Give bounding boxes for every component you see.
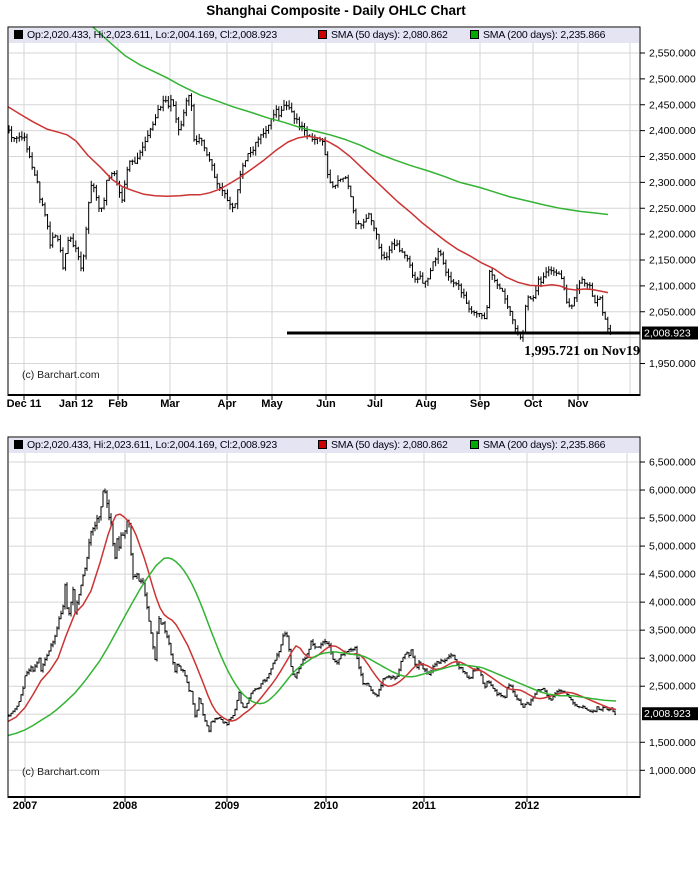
- svg-text:May: May: [261, 398, 283, 410]
- svg-text:3,000.000: 3,000.000: [649, 653, 696, 665]
- ohlc-legend-label: Op:2,020.433, Hi:2,023.611, Lo:2,004.169…: [27, 439, 277, 451]
- svg-text:2,008.923: 2,008.923: [644, 328, 691, 340]
- svg-text:6,500.000: 6,500.000: [649, 457, 696, 469]
- sma200-swatch-icon: [470, 30, 479, 39]
- svg-text:Oct: Oct: [524, 398, 543, 410]
- svg-text:2,500.000: 2,500.000: [649, 681, 696, 693]
- ohlc-legend-label: Op:2,020.433, Hi:2,023.611, Lo:2,004.169…: [27, 29, 277, 41]
- sma200-swatch-icon: [470, 440, 479, 449]
- low-annotation: 1,995.721 on Nov19: [524, 344, 640, 359]
- legend-item-ohlc: Op:2,020.433, Hi:2,023.611, Lo:2,004.169…: [14, 28, 277, 43]
- svg-text:5,500.000: 5,500.000: [649, 513, 696, 525]
- svg-text:2,550.000: 2,550.000: [649, 48, 696, 60]
- svg-text:2,400.000: 2,400.000: [649, 125, 696, 137]
- svg-text:1,500.000: 1,500.000: [649, 737, 696, 749]
- svg-text:Mar: Mar: [160, 398, 180, 410]
- svg-text:2,300.000: 2,300.000: [649, 177, 696, 189]
- svg-text:2011: 2011: [412, 800, 436, 812]
- sma50-swatch-icon: [318, 440, 327, 449]
- svg-text:2008: 2008: [113, 800, 137, 812]
- svg-text:2,100.000: 2,100.000: [649, 280, 696, 292]
- svg-text:1,950.000: 1,950.000: [649, 358, 696, 370]
- svg-text:2012: 2012: [515, 800, 539, 812]
- svg-text:Jul: Jul: [367, 398, 383, 410]
- svg-text:Feb: Feb: [108, 398, 128, 410]
- svg-text:2,250.000: 2,250.000: [649, 203, 696, 215]
- sma50-swatch-icon: [318, 30, 327, 39]
- ohlc-swatch-icon: [14, 440, 23, 449]
- copyright-top: (c) Barchart.com: [22, 369, 100, 381]
- legend-item-sma50: SMA (50 days): 2,080.862: [318, 28, 448, 43]
- legend-item-sma200: SMA (200 days): 2,235.866: [470, 28, 605, 43]
- svg-text:2,150.000: 2,150.000: [649, 255, 696, 267]
- sma50-legend-label: SMA (50 days): 2,080.862: [331, 439, 448, 451]
- sma200-legend-label: SMA (200 days): 2,235.866: [483, 29, 606, 41]
- svg-text:3,500.000: 3,500.000: [649, 625, 696, 637]
- svg-text:2,050.000: 2,050.000: [649, 306, 696, 318]
- svg-text:Apr: Apr: [218, 398, 238, 410]
- legend-bottom-chart: Op:2,020.433, Hi:2,023.611, Lo:2,004.169…: [9, 438, 639, 453]
- svg-text:2009: 2009: [215, 800, 239, 812]
- svg-text:Jan 12: Jan 12: [59, 398, 93, 410]
- svg-text:Nov: Nov: [568, 398, 590, 410]
- svg-text:Jun: Jun: [316, 398, 336, 410]
- svg-text:Sep: Sep: [470, 398, 490, 410]
- svg-text:2,500.000: 2,500.000: [649, 73, 696, 85]
- copyright-bottom: (c) Barchart.com: [22, 766, 100, 778]
- sma50-legend-label: SMA (50 days): 2,080.862: [331, 29, 448, 41]
- svg-text:6,000.000: 6,000.000: [649, 485, 696, 497]
- legend-item-sma200: SMA (200 days): 2,235.866: [470, 438, 605, 453]
- ohlc-swatch-icon: [14, 30, 23, 39]
- svg-text:5,000.000: 5,000.000: [649, 541, 696, 553]
- svg-text:2,008.923: 2,008.923: [644, 708, 691, 720]
- svg-text:2,200.000: 2,200.000: [649, 229, 696, 241]
- svg-text:4,500.000: 4,500.000: [649, 569, 696, 581]
- legend-top-chart: Op:2,020.433, Hi:2,023.611, Lo:2,004.169…: [9, 28, 639, 43]
- svg-text:Dec 11: Dec 11: [7, 398, 42, 410]
- sma200-legend-label: SMA (200 days): 2,235.866: [483, 439, 606, 451]
- legend-item-sma50: SMA (50 days): 2,080.862: [318, 438, 448, 453]
- page-title: Shanghai Composite - Daily OHLC Chart: [206, 3, 466, 18]
- svg-text:2,450.000: 2,450.000: [649, 99, 696, 111]
- svg-text:Aug: Aug: [415, 398, 436, 410]
- legend-item-ohlc: Op:2,020.433, Hi:2,023.611, Lo:2,004.169…: [14, 438, 277, 453]
- svg-text:4,000.000: 4,000.000: [649, 597, 696, 609]
- svg-text:1,000.000: 1,000.000: [649, 765, 696, 777]
- svg-text:2,350.000: 2,350.000: [649, 151, 696, 163]
- svg-text:2007: 2007: [13, 800, 37, 812]
- svg-text:2010: 2010: [314, 800, 338, 812]
